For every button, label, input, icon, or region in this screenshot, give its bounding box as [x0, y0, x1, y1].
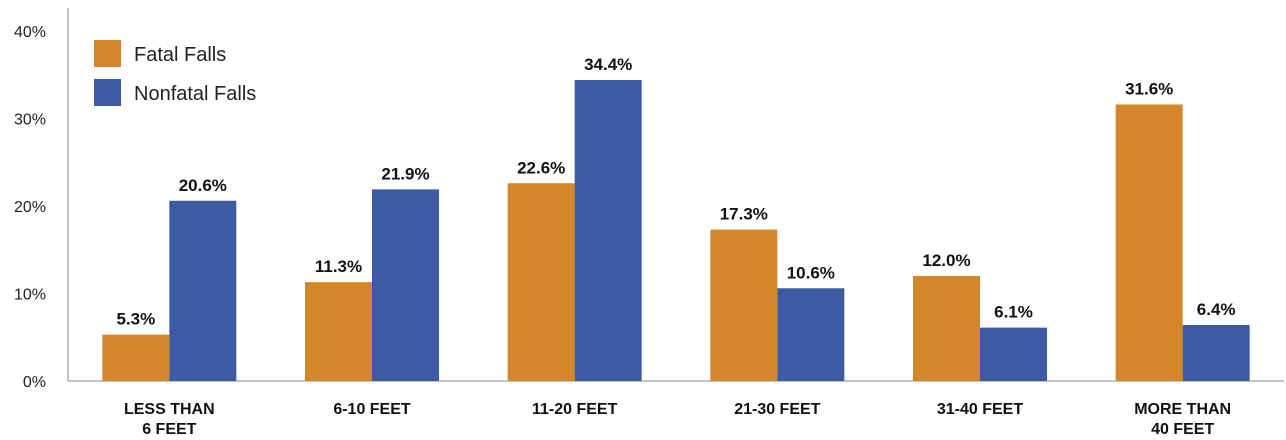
bar: [305, 282, 372, 381]
data-label: 22.6%: [517, 158, 565, 177]
bar: [980, 327, 1047, 381]
bar: [574, 80, 642, 381]
x-tick-label: 31-40 FEET: [937, 401, 1023, 418]
bar: [169, 200, 237, 381]
bar: [913, 276, 980, 381]
x-tick-label: 6-10 FEET: [333, 401, 411, 418]
x-tick-label: LESS THAN: [124, 401, 215, 418]
data-label: 10.6%: [787, 263, 835, 282]
x-tick-label: 11-20 FEET: [532, 401, 618, 418]
bar: [372, 189, 439, 381]
data-label: 21.9%: [381, 164, 429, 183]
data-label: 5.3%: [116, 310, 155, 329]
legend-swatch: [94, 79, 121, 106]
data-label: 31.6%: [1125, 80, 1173, 99]
legend-label: Fatal Falls: [134, 44, 226, 66]
y-tick-label: 0%: [23, 374, 46, 391]
data-label: 20.6%: [179, 176, 227, 195]
x-tick-label: 21-30 FEET: [734, 401, 820, 418]
y-tick-label: 10%: [14, 287, 46, 304]
bar: [777, 288, 845, 381]
data-label: 6.1%: [994, 303, 1033, 322]
bar: [1115, 104, 1183, 381]
bar: [507, 183, 575, 381]
x-tick-label: 6 FEET: [142, 421, 196, 438]
data-label: 17.3%: [720, 205, 768, 224]
data-label: 34.4%: [584, 55, 632, 74]
y-tick-label: 40%: [14, 24, 46, 41]
data-label: 11.3%: [315, 257, 362, 276]
bar: [710, 229, 778, 381]
legend-swatch: [94, 40, 121, 67]
y-tick-label: 30%: [14, 112, 46, 129]
x-tick-label: MORE THAN: [1134, 401, 1231, 418]
data-label: 6.4%: [1197, 300, 1236, 319]
bar: [1182, 325, 1250, 381]
legend-label: Nonfatal Falls: [134, 83, 256, 105]
bar: [102, 334, 170, 381]
y-tick-label: 20%: [14, 199, 46, 216]
x-tick-label: 40 FEET: [1151, 421, 1214, 438]
data-label: 12.0%: [922, 251, 970, 270]
